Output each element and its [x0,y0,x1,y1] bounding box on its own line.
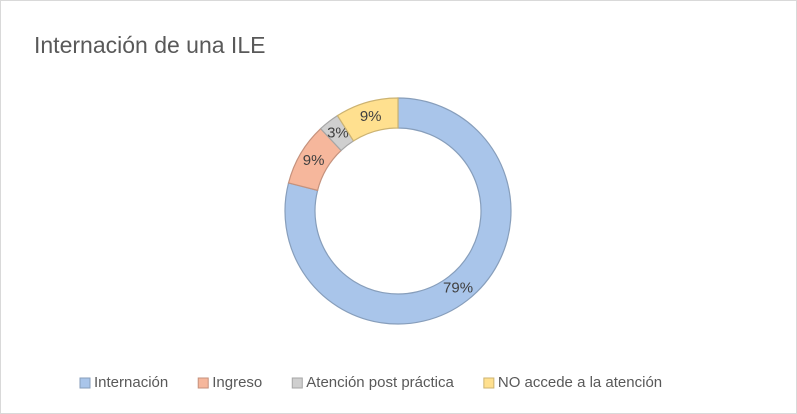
doughnut-slice [284,97,512,325]
legend-label: Internación [94,374,168,391]
legend-swatch [197,377,209,389]
data-label: 3% [327,125,349,142]
chart-title: Internación de una ILE [34,32,265,58]
doughnut-slice [336,97,399,142]
legend-swatch [79,377,91,389]
data-label: 9% [303,152,325,169]
legend-label: Atención post práctica [306,374,454,391]
legend-label: NO accede a la atención [498,374,662,391]
legend-label: Ingreso [212,374,262,391]
data-label: 9% [360,108,382,125]
legend-swatch [483,377,495,389]
legend-swatch [291,377,303,389]
data-label: 79% [443,279,473,296]
